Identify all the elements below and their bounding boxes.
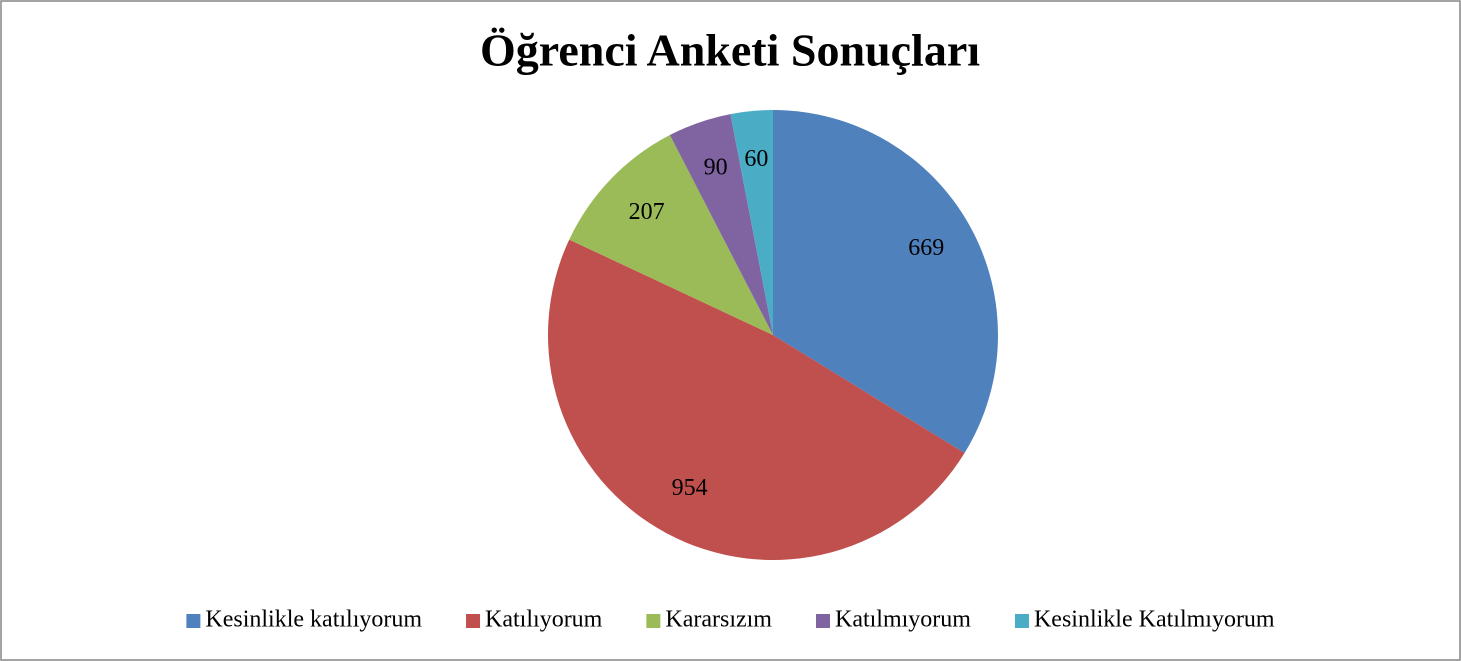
legend-label: Kesinlikle Katılmıyorum — [1034, 607, 1275, 633]
pie-slice — [773, 110, 999, 454]
data-label: 669 — [908, 235, 944, 261]
chart-title: Öğrenci Anketi Sonuçları — [480, 25, 980, 76]
pie-slice — [669, 114, 773, 335]
legend: Kesinlikle katılıyorum Katılıyorum Kararsı… — [186, 607, 1275, 633]
data-label: 90 — [704, 155, 728, 181]
legend-swatch — [466, 614, 481, 628]
pie-slice — [547, 239, 965, 561]
legend-swatch — [1014, 614, 1029, 628]
legend-swatch — [815, 614, 830, 628]
data-label: 60 — [744, 146, 768, 172]
legend-label: Katılmıyorum — [835, 607, 971, 633]
legend-swatch — [186, 614, 201, 628]
pie-slice — [569, 135, 773, 335]
data-label: 954 — [672, 475, 708, 501]
legend-swatch — [646, 614, 661, 628]
legend-label: Kesinlikle katılıyorum — [205, 607, 422, 633]
legend-label: Katılıyorum — [485, 607, 603, 633]
pie-slice — [730, 110, 773, 335]
legend-label: Kararsızım — [665, 607, 772, 633]
data-label: 207 — [629, 199, 665, 225]
